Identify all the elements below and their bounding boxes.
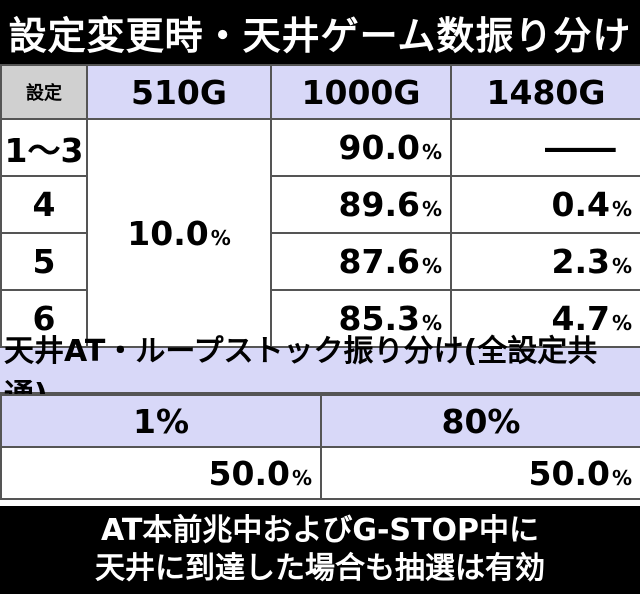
percent-unit: % (611, 311, 632, 335)
value: 50.0 (208, 453, 290, 493)
column-header-510g: 510G (86, 64, 272, 120)
dash-value: — (540, 128, 620, 167)
cell-1pct: 50.0% (0, 446, 322, 500)
column-header-80pct: 80% (320, 394, 640, 448)
row-label: 5 (0, 232, 88, 291)
cell-1480g: — (450, 118, 640, 177)
column-header-1pct: 1% (0, 394, 322, 448)
cell-80pct: 50.0% (320, 446, 640, 500)
table-row: 4 89.6% 0.4% (0, 175, 640, 234)
value: 87.6 (338, 242, 420, 281)
cell-1000g: 90.0% (270, 118, 452, 177)
cell-1480g: 0.4% (450, 175, 640, 234)
cell-1480g: 2.3% (450, 232, 640, 291)
value: 85.3 (338, 299, 420, 338)
percent-unit: % (611, 465, 632, 490)
row-label: 1〜3 (0, 118, 88, 177)
cell-1480g: 4.7% (450, 289, 640, 348)
page-title: 設定変更時・天井ゲーム数振り分け (0, 0, 640, 64)
percent-unit: % (291, 465, 312, 490)
row-label: 4 (0, 175, 88, 234)
table-header-row: 1% 80% (0, 394, 640, 448)
percent-unit: % (611, 197, 632, 221)
loop-stock-table: 1% 80% 50.0% 50.0% (0, 394, 640, 500)
table-row: 6 85.3% 4.7% (0, 289, 640, 348)
cell-1000g: 87.6% (270, 232, 452, 291)
value: 89.6 (338, 185, 420, 224)
value: 10.0 (127, 213, 209, 253)
footer-line-2: 天井に到達した場合も抽選は有効 (95, 551, 545, 586)
column-header-1000g: 1000G (270, 64, 452, 120)
percent-unit: % (421, 140, 442, 164)
cell-1000g: 85.3% (270, 289, 452, 348)
table-row: 5 87.6% 2.3% (0, 232, 640, 291)
table-row: 1〜3 10.0% 90.0% — (0, 118, 640, 348)
value: 0.4 (551, 185, 610, 224)
cell-1000g: 89.6% (270, 175, 452, 234)
setting-header: 設定 (0, 64, 88, 120)
row-label: 6 (0, 289, 88, 348)
percent-unit: % (421, 254, 442, 278)
percent-unit: % (421, 311, 442, 335)
percent-unit: % (421, 197, 442, 221)
column-header-1480g: 1480G (450, 64, 640, 120)
merged-510g-cell: 10.0% (86, 118, 272, 348)
footer-note: AT本前兆中およびG-STOP中に 天井に到達した場合も抽選は有効 (0, 506, 640, 594)
percent-unit: % (611, 254, 632, 278)
table-row: 50.0% 50.0% (0, 446, 640, 500)
section-title: 天井AT・ループストック振り分け(全設定共通) (0, 334, 640, 413)
ceiling-game-table: 設定 510G 1000G 1480G 1〜3 10.0% 90.0% — 4 … (0, 64, 640, 348)
footer-line-1: AT本前兆中およびG-STOP中に (101, 513, 539, 548)
value: 2.3 (551, 242, 610, 281)
percent-unit: % (210, 225, 231, 250)
value: 4.7 (551, 299, 610, 338)
table-header-row: 設定 510G 1000G 1480G (0, 64, 640, 120)
value: 90.0 (338, 128, 420, 167)
value: 50.0 (528, 453, 610, 493)
